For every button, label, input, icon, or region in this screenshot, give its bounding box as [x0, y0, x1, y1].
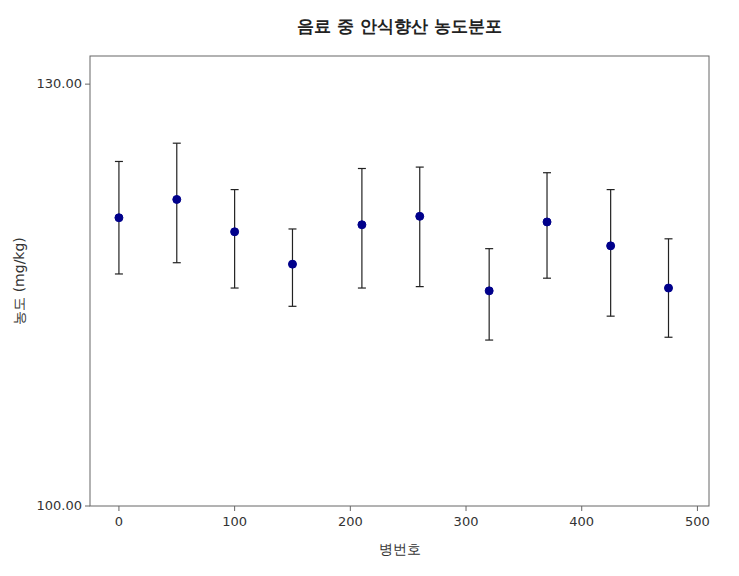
- error-bar: [607, 190, 615, 317]
- error-stem: [234, 190, 235, 288]
- x-tick: [466, 506, 467, 511]
- x-tick-label: 200: [338, 514, 363, 529]
- error-cap-upper: [231, 189, 239, 190]
- x-tick: [234, 506, 235, 511]
- error-stem: [610, 190, 611, 317]
- error-cap-lower: [288, 306, 296, 307]
- error-bar: [115, 161, 123, 274]
- error-bar: [416, 167, 424, 287]
- x-tick-label: 400: [569, 514, 594, 529]
- chart: 0 100 200 300 400 500 100.00 130.00 음료 중 안식향산 농도…: [0, 0, 739, 576]
- point-circle: [358, 221, 366, 229]
- y-axis-label: 농도 (mg/kg): [11, 237, 27, 325]
- error-bar: [665, 239, 673, 337]
- point-circle: [231, 228, 239, 236]
- x-tick-label: 0: [115, 514, 123, 529]
- error-bar: [288, 229, 296, 306]
- error-cap-lower: [173, 262, 181, 263]
- y-tick-label: 130.00: [37, 76, 83, 91]
- error-cap-lower: [416, 286, 424, 287]
- plot-background: [90, 56, 709, 506]
- error-cap-upper: [416, 166, 424, 167]
- y-tick: [85, 84, 90, 85]
- error-cap-lower: [358, 287, 366, 288]
- error-cap-lower: [543, 278, 551, 279]
- error-cap-lower: [231, 287, 239, 288]
- error-bar: [485, 249, 493, 340]
- point-circle: [173, 195, 181, 203]
- error-bar: [231, 190, 239, 288]
- point-circle: [665, 284, 673, 292]
- axes: 0 100 200 300 400 500 100.00 130.00: [37, 76, 710, 529]
- error-cap-upper: [665, 238, 673, 239]
- error-cap-upper: [173, 143, 181, 144]
- point-circle: [288, 260, 296, 268]
- y-tick-label: 100.00: [37, 498, 83, 513]
- error-stem: [419, 167, 420, 287]
- x-tick: [581, 506, 582, 511]
- x-tick-label: 500: [685, 514, 710, 529]
- x-tick-label: 300: [454, 514, 479, 529]
- error-cap-upper: [358, 168, 366, 169]
- x-tick: [118, 506, 119, 511]
- point-circle: [485, 287, 493, 295]
- point-circle: [416, 212, 424, 220]
- plot-frame: [90, 56, 709, 506]
- x-tick-label: 100: [222, 514, 247, 529]
- point-circle: [543, 218, 551, 226]
- error-bar: [358, 169, 366, 289]
- point-circle: [607, 242, 615, 250]
- x-tick: [697, 506, 698, 511]
- error-cap-upper: [485, 248, 493, 249]
- y-tick: [85, 506, 90, 507]
- x-tick: [350, 506, 351, 511]
- error-cap-upper: [115, 161, 123, 162]
- chart-container: 0 100 200 300 400 500 100.00 130.00 음료 중 안식향산 농도…: [0, 0, 739, 576]
- error-cap-upper: [607, 189, 615, 190]
- error-cap-lower: [665, 337, 673, 338]
- x-axis-label: 병번호: [379, 541, 421, 557]
- error-bar: [173, 143, 181, 263]
- error-cap-upper: [288, 228, 296, 229]
- error-cap-lower: [607, 316, 615, 317]
- error-cap-lower: [115, 273, 123, 274]
- error-cap-upper: [543, 172, 551, 173]
- point-circle: [115, 214, 123, 222]
- title: 음료 중 안식향산 농도분포: [297, 16, 502, 36]
- error-bar: [543, 173, 551, 278]
- marks: [115, 143, 673, 340]
- error-cap-lower: [485, 339, 493, 340]
